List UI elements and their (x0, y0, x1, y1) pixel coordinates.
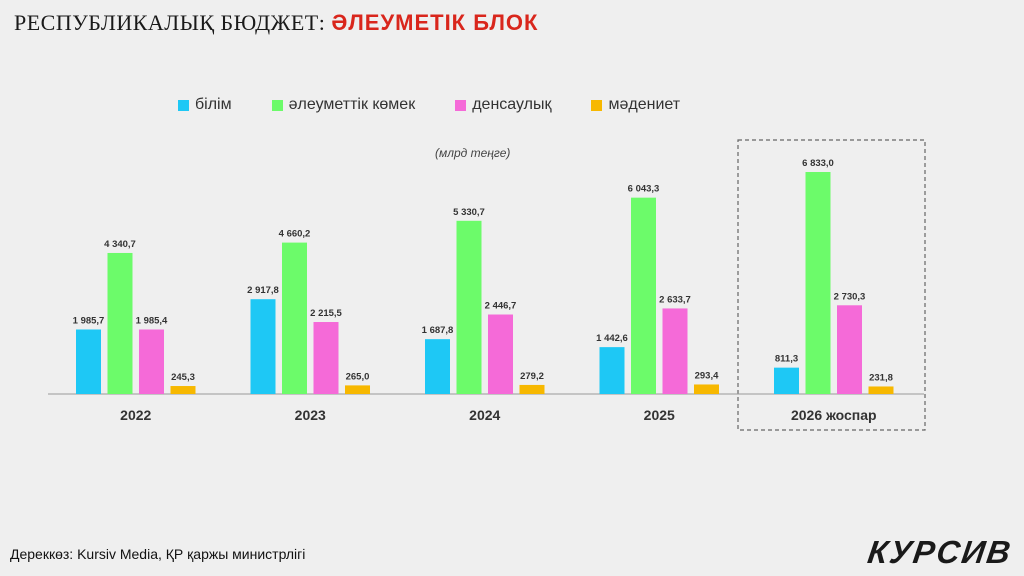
legend-item-0: білім (178, 96, 232, 114)
bar-0-3 (599, 347, 625, 394)
bar-3-4 (868, 386, 894, 394)
x-tick-label-4: 2026 жоспар (791, 407, 877, 423)
data-label-1-3: 6 043,3 (628, 184, 660, 195)
legend-swatch-1 (271, 99, 283, 111)
bar-1-3 (631, 197, 656, 394)
data-label-2-1: 2 215,5 (310, 308, 342, 319)
brand-logo: КУРСИВ (865, 534, 1015, 570)
x-tick-label-2: 2024 (469, 407, 500, 423)
page-title: РЕСПУБЛИКАЛЫҚ БЮДЖЕТ: ӘЛЕУМЕТІК БЛОК (14, 10, 538, 36)
data-label-0-4: 811,3 (775, 354, 798, 365)
unit-note: (млрд теңге) (435, 146, 511, 160)
data-label-2-3: 2 633,7 (659, 294, 691, 305)
highlight-frame (737, 139, 926, 431)
bar-2-1 (313, 322, 339, 394)
bar-1-2 (456, 220, 482, 394)
legend-swatch-0 (178, 99, 189, 111)
bar-0-1 (250, 299, 276, 394)
bar-2-3 (662, 308, 688, 394)
bar-2-0 (139, 329, 164, 394)
legend-label-0: білім (195, 96, 232, 113)
data-label-2-0: 1 985,4 (136, 315, 168, 326)
legend-item-2: денсаулық (455, 96, 551, 114)
data-label-0-3: 1 442,6 (596, 333, 628, 344)
data-label-3-2: 279,2 (520, 371, 544, 382)
data-label-2-4: 2 730,3 (834, 291, 866, 302)
bar-0-4 (774, 367, 799, 394)
legend-label-2: денсаулық (472, 96, 552, 113)
bar-2-2 (488, 314, 513, 394)
data-label-0-0: 1 985,7 (73, 315, 105, 326)
legend: білім әлеуметтік көмек денсаулық мәдение… (178, 96, 680, 114)
data-label-3-3: 293,4 (695, 370, 719, 381)
source-note: Дереккөз: Kursiv Media, ҚР қаржы министр… (10, 546, 306, 562)
x-tick-label-1: 2023 (295, 407, 326, 423)
data-label-3-0: 245,3 (171, 372, 195, 383)
legend-label-3: мәдениет (608, 96, 681, 113)
data-label-2-2: 2 446,7 (485, 301, 517, 312)
x-tick-label-3: 2025 (644, 407, 675, 423)
legend-swatch-3 (591, 99, 603, 111)
bar-3-1 (345, 385, 370, 394)
bar-3-3 (694, 384, 719, 394)
data-label-1-1: 4 660,2 (279, 229, 311, 240)
bar-1-0 (107, 252, 133, 394)
bar-0-0 (76, 329, 101, 394)
data-label-0-1: 2 917,8 (247, 285, 279, 296)
data-label-0-2: 1 687,8 (422, 325, 454, 336)
data-label-3-4: 231,8 (869, 372, 893, 383)
data-label-1-2: 5 330,7 (453, 207, 485, 218)
bar-1-4 (805, 172, 831, 394)
bar-2-4 (837, 305, 862, 394)
bar-0-2 (425, 339, 450, 394)
data-label-3-1: 265,0 (346, 371, 370, 382)
title-accent: ӘЛЕУМЕТІК БЛОК (331, 10, 539, 35)
legend-item-1: әлеуметтік көмек (271, 96, 416, 114)
bar-3-0 (170, 386, 196, 394)
bar-3-2 (519, 384, 545, 394)
data-label-1-0: 4 340,7 (104, 239, 136, 250)
legend-item-3: мәдениет (591, 96, 680, 114)
x-tick-label-0: 2022 (120, 407, 151, 423)
legend-swatch-2 (455, 99, 467, 111)
legend-label-1: әлеуметтік көмек (288, 96, 416, 113)
title-main: РЕСПУБЛИКАЛЫҚ БЮДЖЕТ: (14, 10, 326, 35)
data-label-1-4: 6 833,0 (802, 158, 834, 169)
bar-1-1 (282, 242, 307, 394)
